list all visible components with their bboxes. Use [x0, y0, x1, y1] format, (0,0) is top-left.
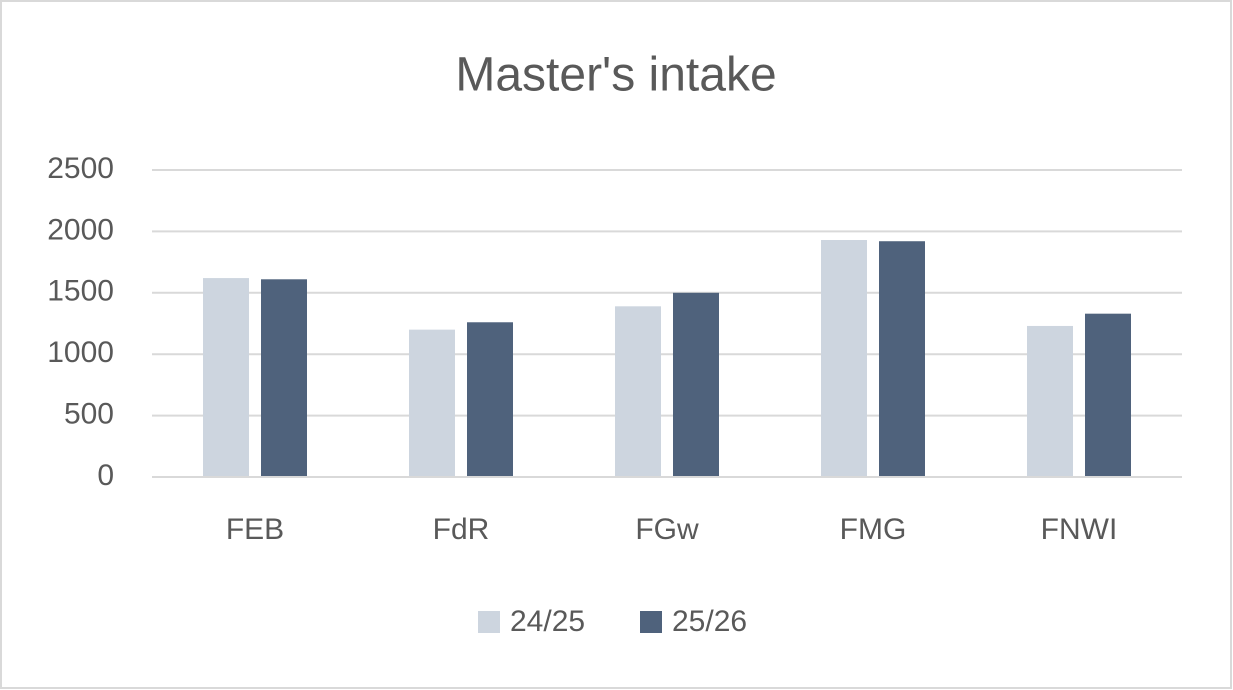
y-tick-label: 1000 — [47, 336, 114, 369]
legend-swatch — [478, 611, 500, 633]
x-tick-label: FMG — [840, 513, 907, 546]
bar — [1085, 313, 1131, 477]
legend-swatch — [640, 611, 662, 633]
bar — [261, 279, 307, 477]
bar — [879, 241, 925, 477]
y-tick-label: 1500 — [47, 275, 114, 308]
y-tick-label: 0 — [97, 459, 114, 492]
chart-title: Master's intake — [455, 49, 776, 102]
y-tick-label: 2000 — [47, 213, 114, 246]
bar — [203, 278, 249, 477]
legend-label: 25/26 — [672, 605, 747, 638]
bar — [673, 292, 719, 477]
legend-label: 24/25 — [510, 605, 585, 638]
x-tick-label: FEB — [226, 513, 284, 546]
y-tick-label: 2500 — [47, 152, 114, 185]
bar — [467, 322, 513, 477]
y-tick-label: 500 — [64, 398, 114, 431]
bar — [409, 329, 455, 477]
x-tick-label: FNWI — [1041, 513, 1118, 546]
bar — [821, 239, 867, 477]
bar — [1027, 325, 1073, 477]
x-tick-label: FGw — [635, 513, 699, 546]
x-tick-label: FdR — [433, 513, 490, 546]
bar — [615, 306, 661, 477]
